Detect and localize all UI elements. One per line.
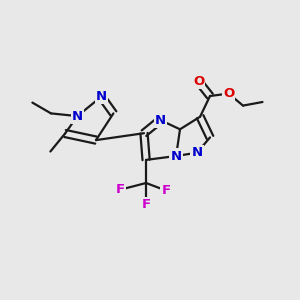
Text: N: N	[96, 90, 107, 103]
Text: F: F	[116, 183, 125, 196]
Text: N: N	[191, 146, 203, 159]
Text: F: F	[161, 184, 170, 197]
Text: N: N	[170, 149, 182, 163]
Text: N: N	[72, 110, 83, 123]
Text: N: N	[154, 113, 166, 127]
Text: O: O	[223, 87, 234, 100]
Text: F: F	[142, 198, 151, 211]
Text: O: O	[193, 75, 204, 88]
